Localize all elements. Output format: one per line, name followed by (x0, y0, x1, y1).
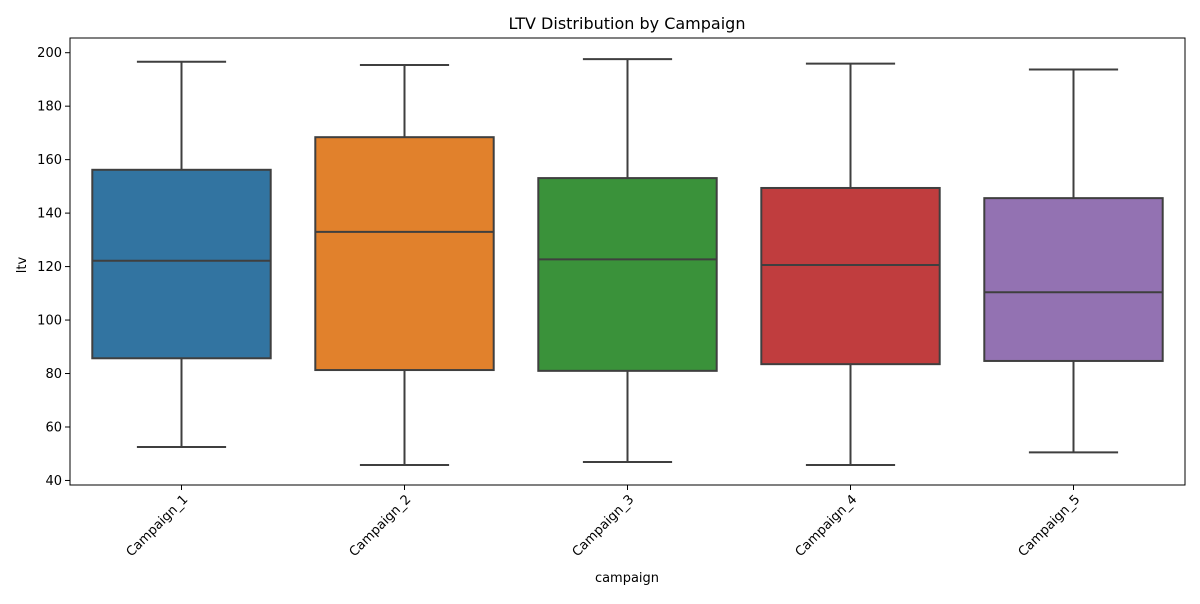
box-campaign-1 (91, 60, 272, 449)
iqr-box (983, 197, 1164, 362)
x-tick-label: Campaign_2 (347, 492, 415, 560)
iqr-box (760, 186, 941, 366)
y-tick-label: 200 (37, 46, 62, 61)
x-tick-label: Campaign_4 (793, 492, 861, 560)
y-tick-label: 120 (37, 260, 62, 275)
box-campaign-4 (760, 62, 941, 466)
y-tick-label: 160 (37, 153, 62, 168)
box-campaign-2 (314, 64, 495, 466)
y-tick-label: 180 (37, 100, 62, 115)
chart-title: LTV Distribution by Campaign (509, 14, 746, 33)
y-tick-label: 100 (37, 314, 62, 329)
x-tick-label: Campaign_3 (570, 492, 638, 560)
iqr-box (537, 177, 718, 372)
x-axis-label: campaign (595, 571, 659, 586)
y-tick-label: 60 (45, 420, 62, 435)
box-campaign-3 (537, 58, 718, 464)
y-tick-label: 80 (45, 367, 62, 382)
y-tick-label: 40 (45, 474, 62, 489)
x-tick-label: Campaign_1 (124, 492, 192, 560)
iqr-box (91, 168, 272, 360)
y-axis-label: ltv (15, 256, 30, 273)
y-tick-label: 140 (37, 207, 62, 222)
x-tick-label: Campaign_5 (1016, 492, 1084, 560)
box-campaign-5 (983, 68, 1164, 454)
iqr-box (314, 136, 495, 372)
plot-area: 40 60 80 100 120 140 160 180 200 Campaign_1 Campai… (37, 37, 1186, 560)
